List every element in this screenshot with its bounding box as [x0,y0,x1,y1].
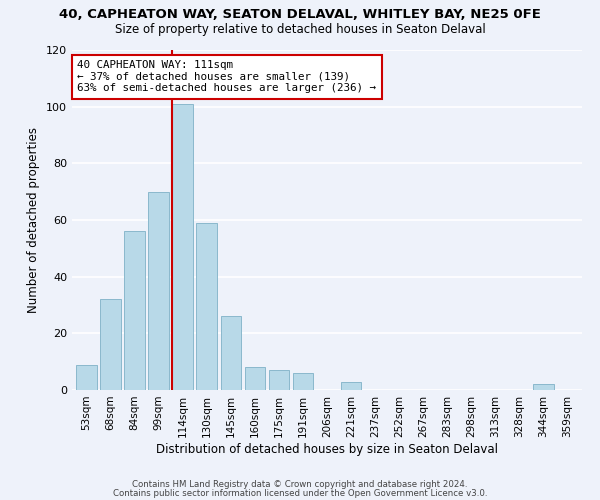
Bar [76,364,97,390]
Bar [148,192,169,390]
Bar [100,300,121,390]
Bar [341,382,361,390]
Bar [124,232,145,390]
Y-axis label: Number of detached properties: Number of detached properties [28,127,40,313]
Text: Size of property relative to detached houses in Seaton Delaval: Size of property relative to detached ho… [115,22,485,36]
Bar [269,370,289,390]
Bar [172,104,193,390]
Bar [196,223,217,390]
X-axis label: Distribution of detached houses by size in Seaton Delaval: Distribution of detached houses by size … [156,442,498,456]
Bar [293,373,313,390]
Bar [221,316,241,390]
Bar [245,368,265,390]
Text: Contains HM Land Registry data © Crown copyright and database right 2024.: Contains HM Land Registry data © Crown c… [132,480,468,489]
Text: Contains public sector information licensed under the Open Government Licence v3: Contains public sector information licen… [113,488,487,498]
Bar [533,384,554,390]
Text: 40 CAPHEATON WAY: 111sqm
← 37% of detached houses are smaller (139)
63% of semi-: 40 CAPHEATON WAY: 111sqm ← 37% of detach… [77,60,376,94]
Text: 40, CAPHEATON WAY, SEATON DELAVAL, WHITLEY BAY, NE25 0FE: 40, CAPHEATON WAY, SEATON DELAVAL, WHITL… [59,8,541,20]
